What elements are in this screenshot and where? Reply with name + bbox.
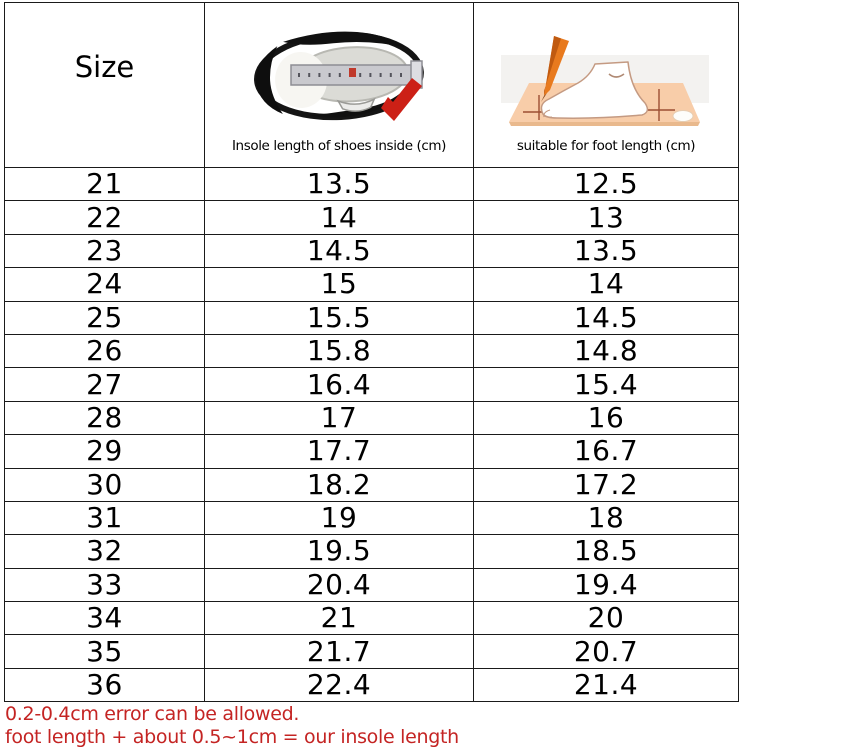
table-row: 24 15 14 [4, 267, 739, 302]
insole-cell: 17 [204, 400, 474, 436]
size-cell: 35 [4, 634, 205, 669]
insole-cell: 17.7 [204, 434, 474, 469]
foot-cell: 13.5 [473, 233, 739, 269]
insole-cell: 14.5 [204, 233, 474, 269]
insole-cell: 14 [204, 200, 474, 235]
table-row: 34 21 20 [4, 601, 739, 636]
foot-cell: 18.5 [473, 534, 739, 569]
table-row: 25 15.5 14.5 [4, 300, 739, 335]
table-row: 36 22.4 21.4 [4, 667, 739, 703]
shoe-measure-image [241, 25, 437, 133]
table-row: 26 15.8 14.8 [4, 333, 739, 369]
table-row: 21 13.5 12.5 [4, 166, 739, 202]
size-cell: 32 [4, 534, 205, 569]
table-row: 33 20.4 19.4 [4, 567, 739, 603]
size-cell: 23 [4, 233, 205, 269]
foot-cell: 15.4 [473, 367, 739, 402]
insole-cell: 13.5 [204, 166, 474, 202]
tracing-pen [541, 35, 569, 102]
table-row: 28 17 16 [4, 400, 739, 436]
size-cell: 36 [4, 667, 205, 703]
table-row: 29 17.7 16.7 [4, 434, 739, 469]
foot-trace-image [497, 33, 715, 133]
insole-cell: 19.5 [204, 534, 474, 569]
size-cell: 26 [4, 333, 205, 369]
table-row: 31 19 18 [4, 500, 739, 536]
insole-cell: 15.5 [204, 300, 474, 335]
size-header-label: Size [74, 50, 135, 84]
insole-cell: 21 [204, 601, 474, 636]
size-cell: 28 [4, 400, 205, 436]
size-cell: 31 [4, 500, 205, 536]
table-row: 30 18.2 17.2 [4, 467, 739, 502]
table-row: 22 14 13 [4, 200, 739, 235]
foot-cell: 14 [473, 267, 739, 302]
size-cell: 30 [4, 467, 205, 502]
foot-cell: 20.7 [473, 634, 739, 669]
shoe-with-tape-illustration [254, 31, 424, 121]
footnotes: 0.2-0.4cm error can be allowed. foot len… [5, 703, 459, 749]
foot-cell: 13 [473, 200, 739, 235]
size-cell: 29 [4, 434, 205, 469]
insole-cell: 19 [204, 500, 474, 536]
insole-cell: 22.4 [204, 667, 474, 703]
foot-cell: 16 [473, 400, 739, 436]
insole-cell: 16.4 [204, 367, 474, 402]
size-cell: 21 [4, 166, 205, 202]
insole-caption: Insole length of shoes inside (cm) [231, 137, 447, 154]
insole-cell: 18.2 [204, 467, 474, 502]
size-cell: 25 [4, 300, 205, 335]
measuring-tape [290, 59, 423, 89]
table-row: 35 21.7 20.7 [4, 634, 739, 669]
foot-cell: 14.5 [473, 300, 739, 335]
note-line-formula: foot length + about 0.5~1cm = our insole… [5, 726, 459, 748]
foot-tracing-illustration [501, 35, 709, 126]
size-cell: 34 [4, 601, 205, 636]
header-foot-cell: suitable for foot length (cm) [473, 2, 739, 168]
foot-cell: 12.5 [473, 166, 739, 202]
header-size-cell: Size [4, 2, 205, 168]
insole-cell: 21.7 [204, 634, 474, 669]
insole-cell: 15.8 [204, 333, 474, 369]
foot-caption: suitable for foot length (cm) [516, 137, 696, 154]
insole-cell: 20.4 [204, 567, 474, 603]
table-row: 23 14.5 13.5 [4, 233, 739, 269]
foot-cell: 14.8 [473, 333, 739, 369]
header-insole-cell: Insole length of shoes inside (cm) [204, 2, 474, 168]
foot-cell: 18 [473, 500, 739, 536]
size-cell: 22 [4, 200, 205, 235]
insole-cell: 15 [204, 267, 474, 302]
note-line-error: 0.2-0.4cm error can be allowed. [5, 703, 300, 725]
check-mark-icon [381, 77, 422, 121]
foot-cell: 19.4 [473, 567, 739, 603]
foot-cell: 16.7 [473, 434, 739, 469]
foot-cell: 17.2 [473, 467, 739, 502]
table-row: 32 19.5 18.5 [4, 534, 739, 569]
size-cell: 27 [4, 367, 205, 402]
foot-cell: 21.4 [473, 667, 739, 703]
foot-cell: 20 [473, 601, 739, 636]
header-row: Size [4, 2, 739, 168]
table-row: 27 16.4 15.4 [4, 367, 739, 402]
size-chart-table: Size [4, 2, 739, 703]
size-cell: 33 [4, 567, 205, 603]
size-cell: 24 [4, 267, 205, 302]
